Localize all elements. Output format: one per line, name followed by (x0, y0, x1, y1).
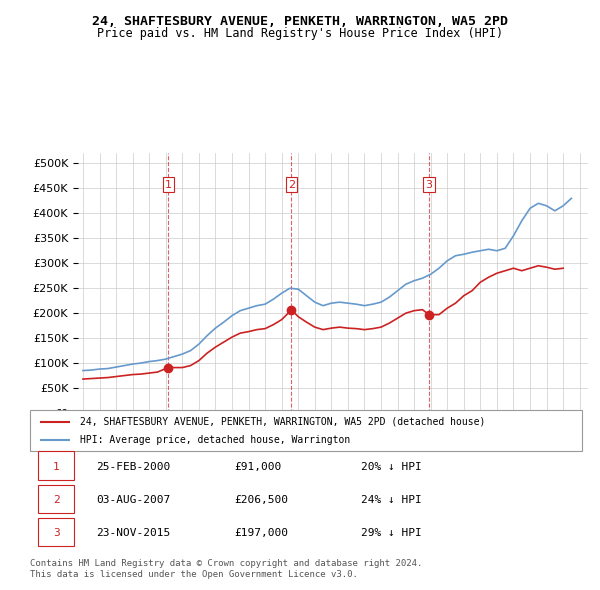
FancyBboxPatch shape (38, 517, 74, 546)
Text: 25-FEB-2000: 25-FEB-2000 (96, 462, 170, 472)
Text: £206,500: £206,500 (234, 495, 288, 505)
Text: 23-NOV-2015: 23-NOV-2015 (96, 528, 170, 538)
FancyBboxPatch shape (30, 410, 582, 451)
Text: 20% ↓ HPI: 20% ↓ HPI (361, 462, 422, 472)
Text: 29% ↓ HPI: 29% ↓ HPI (361, 528, 422, 538)
Text: 24, SHAFTESBURY AVENUE, PENKETH, WARRINGTON, WA5 2PD: 24, SHAFTESBURY AVENUE, PENKETH, WARRING… (92, 15, 508, 28)
Text: Price paid vs. HM Land Registry's House Price Index (HPI): Price paid vs. HM Land Registry's House … (97, 27, 503, 40)
Text: 1: 1 (53, 462, 60, 472)
Text: Contains HM Land Registry data © Crown copyright and database right 2024.
This d: Contains HM Land Registry data © Crown c… (30, 559, 422, 579)
Text: £91,000: £91,000 (234, 462, 281, 472)
Text: 2: 2 (288, 179, 295, 189)
Text: 3: 3 (53, 528, 60, 538)
FancyBboxPatch shape (38, 451, 74, 480)
Text: 24, SHAFTESBURY AVENUE, PENKETH, WARRINGTON, WA5 2PD (detached house): 24, SHAFTESBURY AVENUE, PENKETH, WARRING… (80, 417, 485, 427)
Text: 2: 2 (53, 495, 60, 505)
Text: 03-AUG-2007: 03-AUG-2007 (96, 495, 170, 505)
Text: 1: 1 (165, 179, 172, 189)
Text: 3: 3 (425, 179, 433, 189)
Text: HPI: Average price, detached house, Warrington: HPI: Average price, detached house, Warr… (80, 435, 350, 445)
FancyBboxPatch shape (38, 484, 74, 513)
Text: £197,000: £197,000 (234, 528, 288, 538)
Text: 24% ↓ HPI: 24% ↓ HPI (361, 495, 422, 505)
